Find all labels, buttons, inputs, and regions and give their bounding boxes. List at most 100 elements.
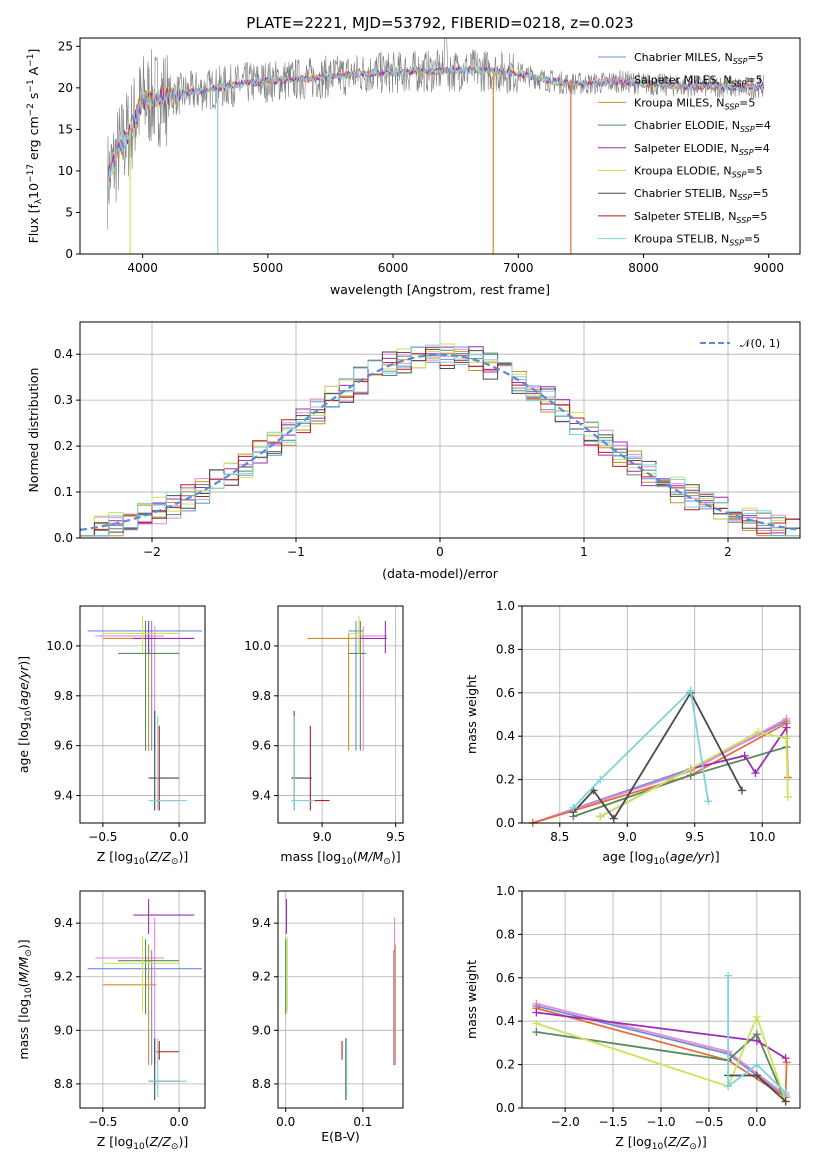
spectrum-ylabel: Flux [fλ10−17 erg cm−2 s−1 A−1] [26, 49, 44, 244]
x-tick-label: 0.0 [170, 1115, 189, 1129]
x-tick-label: −1.0 [646, 1115, 675, 1129]
errorbar-point [291, 715, 315, 811]
errorbar-point [133, 899, 195, 934]
label-part: 10 [341, 857, 353, 867]
y-tick-label: 0.0 [54, 531, 73, 545]
legend-entry: Chabrier STELIB, NSSP=5 [634, 187, 768, 202]
weight-marker [569, 803, 578, 812]
histogram-legend: 𝒩(0, 1) [700, 337, 780, 350]
x-tick-label: −0.5 [88, 830, 117, 844]
ebv-mass-panel: 0.0 0.1 8.8 9.0 9.2 9.4 E(B-V) [252, 890, 404, 1144]
label-part: 10 [652, 1142, 664, 1152]
x-tick-label: 9.0 [313, 830, 332, 844]
legend-text: Kroupa MILES, N [634, 96, 724, 109]
label-part: ⊙ [689, 1142, 697, 1152]
y-tick-label: 8.8 [252, 1077, 271, 1091]
legend-sub: SSP [724, 102, 739, 111]
legend-sub: SSP [732, 80, 747, 89]
legend-entry: Chabrier ELODIE, NSSP=4 [634, 119, 771, 134]
label-part: mass [log [280, 849, 341, 864]
errorbar-point [148, 710, 180, 811]
histogram-ylabel: Normed distribution [26, 368, 41, 493]
label-part: Z/Z [149, 1134, 172, 1149]
y-tick-label: 20 [58, 81, 73, 95]
x-tick-label: 8.5 [550, 830, 569, 844]
weight-marker [783, 792, 792, 801]
x-tick-label: 0.0 [170, 830, 189, 844]
y-tick-label: 9.4 [54, 789, 73, 803]
errorbar-point [102, 615, 180, 654]
legend-sub: SSP [732, 171, 747, 180]
x-tick-label: 6000 [378, 261, 409, 275]
x-tick-label: −1 [287, 545, 305, 559]
x-tick-label: −0.5 [694, 1115, 723, 1129]
plot-frame [521, 605, 801, 824]
legend-tail: =5 [746, 74, 762, 87]
errorbar-point [87, 620, 202, 751]
legend-text: Kroupa STELIB, N [634, 233, 729, 246]
x-tick-label: 9.5 [685, 830, 704, 844]
legend-entry: Salpeter ELODIE, NSSP=4 [634, 142, 770, 157]
weight-marker [752, 1012, 761, 1021]
label-part: ( [145, 849, 150, 864]
ticks: −0.5 0.0 9.4 9.6 9.8 10.0 [46, 639, 188, 844]
label-part: Z [log [97, 1134, 133, 1149]
residual-histogram-panel: −2 −1 0 1 2 0.0 0.1 0.2 0.3 0.4 (data-model)/erro… [26, 321, 801, 581]
z-mass-panel: −0.5 0.08.89.09.29.4Z [log10(Z/Z⊙)]mass [… [16, 890, 206, 1152]
spectrum-lines [107, 37, 765, 254]
z-age-panel: −0.5 0.09.49.69.810.0Z [log10(Z/Z⊙)]age [… [16, 605, 206, 867]
label-part: M/M [358, 849, 384, 864]
y-tick-label: 9.4 [54, 916, 73, 930]
label-part: age/yr [670, 849, 711, 864]
y-axis-label: mass weight [464, 675, 479, 754]
y-tick-label: 0.4 [496, 1014, 515, 1028]
legend-sub: SSP [733, 57, 748, 66]
weight-marker [752, 1036, 761, 1045]
x-tick-label: 0.0 [276, 1115, 295, 1129]
label-part: ( [16, 982, 31, 987]
x-tick-label: 0 [436, 545, 444, 559]
y-tick-label: 9.4 [252, 789, 271, 803]
weight-marker [754, 727, 763, 736]
grid-lines [80, 606, 205, 823]
y-tick-label: 0.4 [496, 729, 515, 743]
legend-tail: =4 [754, 142, 770, 155]
weight-marker [751, 769, 760, 778]
legend-entry: Kroupa MILES, NSSP=5 [634, 96, 755, 111]
y-tick-label: 9.8 [54, 689, 73, 703]
label-part: ( [16, 706, 31, 711]
ylabel-label: mass [log10(M/M⊙)] [16, 939, 34, 1059]
x-tick-label: 0.1 [353, 1115, 372, 1129]
plot-content [285, 899, 396, 1100]
y-tick-label: 0.0 [496, 816, 515, 830]
errorbar-point [118, 939, 180, 1015]
label-part: ( [145, 1134, 150, 1149]
y-tick-label: 8.8 [54, 1077, 73, 1091]
weight-marker [704, 797, 713, 806]
weight-marker [532, 1019, 541, 1028]
legend-text: Chabrier MILES, N [634, 51, 733, 64]
plot-content [532, 971, 791, 1106]
label-part: )] [16, 939, 31, 949]
y-tick-label: 9.0 [252, 1023, 271, 1037]
y-tick-label: 0.1 [54, 485, 73, 499]
plot-content [87, 615, 202, 811]
errorbar-point [360, 620, 387, 654]
weight-marker [724, 971, 733, 980]
label-part: M/M [16, 956, 31, 982]
x-tick-label: −2.0 [551, 1115, 580, 1129]
label-part: 10 [24, 987, 34, 999]
errorbar-point [102, 944, 157, 1066]
x-tick-label: 8000 [628, 261, 659, 275]
histogram-steps [79, 343, 801, 537]
plot-content [528, 686, 792, 827]
label-part: 10 [24, 710, 34, 722]
label-part: mass [log [16, 999, 31, 1060]
xlabel-label: Z [log10(Z/Z⊙)] [615, 1134, 706, 1152]
weight-marker [596, 775, 605, 784]
legend-text: Salpeter STELIB, N [634, 210, 736, 223]
legend-text: Salpeter ELODIE, N [634, 142, 739, 155]
grid-lines [80, 891, 205, 1108]
